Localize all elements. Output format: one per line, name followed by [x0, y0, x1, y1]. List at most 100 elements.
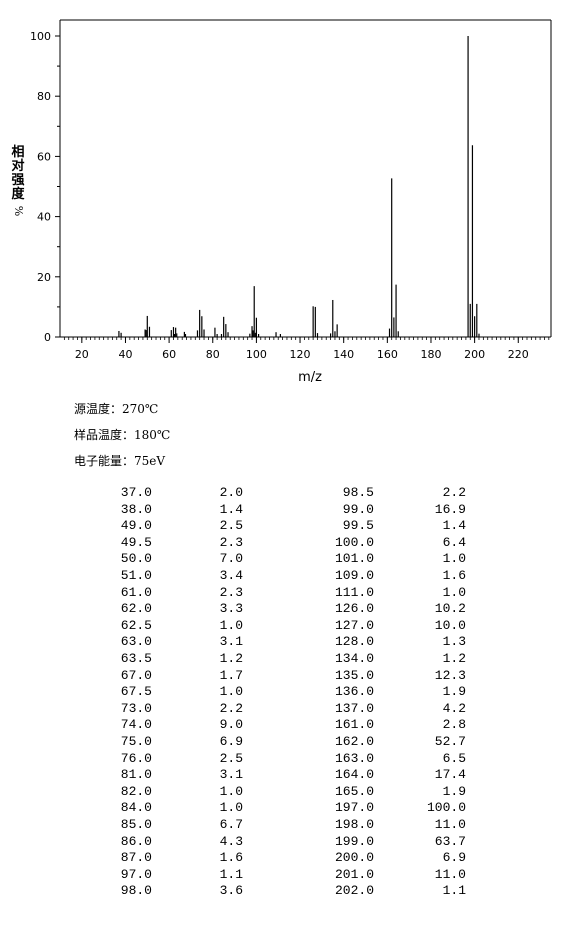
intensity-cell: 11.0	[434, 817, 466, 832]
y-tick-label: 80	[37, 90, 51, 103]
mz-cell: 135.0	[334, 667, 374, 683]
x-tick-label: 60	[162, 348, 176, 361]
intensity-cell: 3.4	[219, 568, 243, 583]
y-axis-label-char: 相	[11, 145, 25, 160]
x-tick-label: 180	[420, 348, 441, 361]
mz-cell: 67.0	[120, 667, 152, 683]
intensity-cell: 10.2	[434, 601, 466, 617]
x-tick-label: 100	[246, 348, 267, 361]
intensity-cell: 3.6	[219, 883, 243, 899]
table-row: 37.0 2.0 98.5 2.2	[0, 485, 570, 500]
table-row: 63.5 1.2 134.0 1.2	[0, 651, 570, 666]
y-tick-label: 100	[30, 30, 51, 43]
mz-cell: 84.0	[120, 800, 152, 816]
intensity-cell: 1.9	[442, 783, 466, 799]
intensity-cell: 6.4	[442, 534, 466, 550]
x-tick-label: 220	[508, 348, 529, 361]
mz-cell: 85.0	[120, 817, 152, 832]
mz-cell: 164.0	[334, 767, 374, 783]
mz-cell: 49.0	[120, 518, 152, 534]
intensity-cell: 63.7	[434, 833, 466, 849]
table-row: 50.0 7.0 101.0 1.0	[0, 551, 570, 566]
y-tick-label: 60	[37, 150, 51, 163]
intensity-cell: 1.0	[219, 684, 243, 700]
electron-energy: 电子能量：75eV	[74, 454, 166, 468]
intensity-cell: 1.6	[442, 568, 466, 583]
intensity-cell: 2.3	[219, 534, 243, 550]
mz-cell: 73.0	[120, 700, 152, 716]
mz-cell: 97.0	[120, 866, 152, 882]
mz-cell: 76.0	[120, 750, 152, 766]
mz-cell: 101.0	[334, 551, 374, 567]
mz-cell: 99.5	[342, 518, 374, 534]
table-row: 63.0 3.1 128.0 1.3	[0, 634, 570, 649]
intensity-cell: 17.4	[434, 767, 466, 783]
intensity-cell: 1.4	[442, 518, 466, 534]
intensity-cell: 1.0	[442, 551, 466, 567]
table-row: 62.5 1.0 127.0 10.0	[0, 618, 570, 633]
intensity-cell: 10.0	[434, 617, 466, 633]
y-tick-label: 20	[37, 271, 51, 284]
mz-cell: 62.0	[120, 601, 152, 617]
table-row: 61.0 2.3 111.0 1.0	[0, 585, 570, 600]
intensity-cell: 2.0	[219, 485, 243, 500]
table-row: 76.0 2.5 163.0 6.5	[0, 751, 570, 766]
intensity-cell: 1.0	[219, 617, 243, 633]
table-row: 67.0 1.7 135.0 12.3	[0, 668, 570, 683]
intensity-cell: 2.2	[442, 485, 466, 500]
intensity-cell: 7.0	[219, 551, 243, 567]
mz-cell: 61.0	[120, 584, 152, 600]
mz-cell: 127.0	[334, 617, 374, 633]
table-row: 62.0 3.3 126.0 10.2	[0, 601, 570, 616]
mz-cell: 199.0	[334, 833, 374, 849]
mz-cell: 162.0	[334, 734, 374, 749]
y-axis-label-text: 相对强度	[6, 146, 30, 202]
intensity-cell: 1.3	[442, 634, 466, 650]
x-tick-label: 40	[118, 348, 132, 361]
mz-cell: 197.0	[334, 800, 374, 816]
intensity-cell: 3.1	[219, 634, 243, 650]
mz-cell: 109.0	[334, 568, 374, 583]
intensity-cell: 2.8	[442, 717, 466, 733]
mz-cell: 126.0	[334, 601, 374, 617]
y-tick-label: 0	[44, 331, 51, 344]
intensity-cell: 1.2	[442, 651, 466, 666]
mz-cell: 111.0	[334, 584, 374, 600]
y-tick-label: 40	[37, 211, 51, 224]
mz-cell: 74.0	[120, 717, 152, 733]
mz-cell: 163.0	[334, 750, 374, 766]
mz-cell: 63.5	[120, 651, 152, 666]
table-row: 51.0 3.4 109.0 1.6	[0, 568, 570, 583]
intensity-cell: 6.7	[219, 817, 243, 832]
y-axis-label-char: 度	[11, 187, 25, 202]
mz-cell: 200.0	[334, 850, 374, 866]
x-tick-label: 80	[206, 348, 220, 361]
y-axis-label-char: 对	[11, 159, 25, 174]
table-row: 49.5 2.3 100.0 6.4	[0, 535, 570, 550]
mz-cell: 98.0	[120, 883, 152, 899]
table-row: 67.5 1.0 136.0 1.9	[0, 684, 570, 699]
intensity-cell: 1.0	[219, 800, 243, 816]
intensity-cell: 2.5	[219, 518, 243, 534]
intensity-cell: 1.4	[219, 501, 243, 517]
table-row: 86.0 4.3 199.0 63.7	[0, 834, 570, 849]
mz-cell: 100.0	[334, 534, 374, 550]
intensity-cell: 1.0	[219, 783, 243, 799]
x-tick-label: 160	[377, 348, 398, 361]
table-row: 74.0 9.0 161.0 2.8	[0, 717, 570, 732]
table-row: 84.0 1.0 197.0 100.0	[0, 800, 570, 815]
x-axis-label: m/z	[298, 370, 322, 385]
x-tick-label: 140	[333, 348, 354, 361]
intensity-cell: 1.2	[219, 651, 243, 666]
table-row: 73.0 2.2 137.0 4.2	[0, 701, 570, 716]
chart-bars	[118, 36, 480, 337]
mz-cell: 38.0	[120, 501, 152, 517]
intensity-cell: 12.3	[434, 667, 466, 683]
mz-cell: 202.0	[334, 883, 374, 899]
chart-axes: 0 20 40 60 80 100 20 40 60 80 100 120 140 160 180 200 22…	[30, 19, 552, 361]
table-row: 87.0 1.6 200.0 6.9	[0, 850, 570, 865]
intensity-cell: 4.3	[219, 833, 243, 849]
intensity-cell: 2.2	[219, 700, 243, 716]
intensity-cell: 1.1	[219, 866, 243, 882]
mz-cell: 49.5	[120, 534, 152, 550]
